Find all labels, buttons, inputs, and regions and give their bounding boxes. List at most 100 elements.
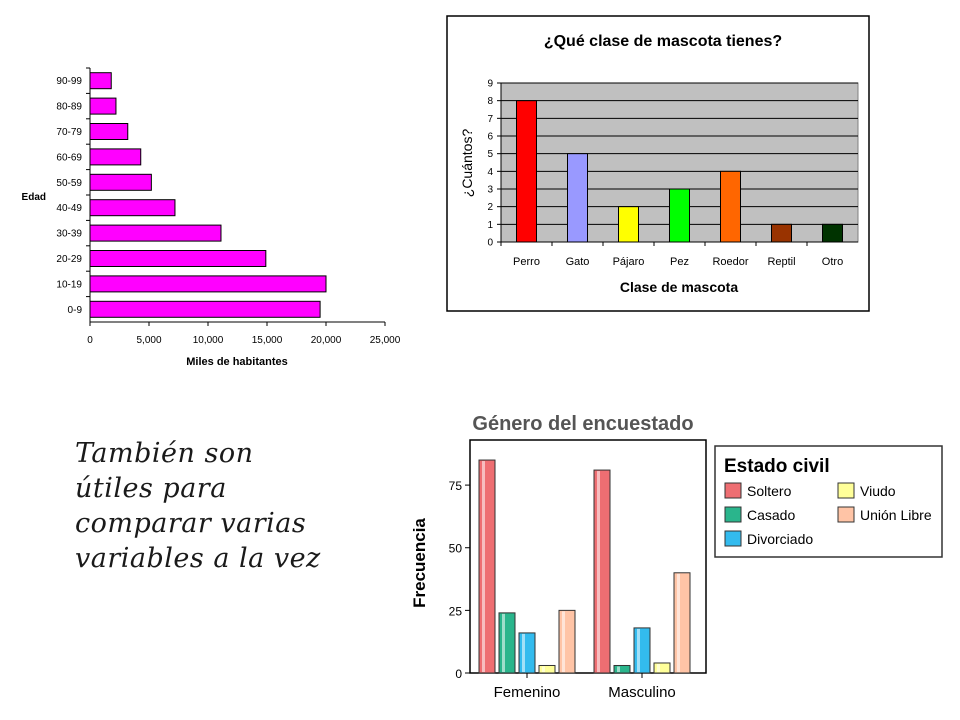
legend-label: Unión Libre — [860, 507, 932, 523]
bar-highlight — [562, 611, 565, 672]
bar-highlight — [522, 633, 525, 672]
bar-Reptil — [771, 223, 792, 243]
y-tick-label: 40-49 — [56, 203, 82, 214]
bar-40-49 — [89, 199, 176, 217]
x-tick-label: Gato — [566, 256, 590, 268]
bar-highlight — [617, 666, 620, 672]
y-tick-label: 50 — [449, 542, 463, 556]
y-tick-label: 8 — [487, 96, 493, 107]
x-axis-title: Miles de habitantes — [186, 356, 287, 368]
y-tick-label: 5 — [487, 149, 493, 160]
legend-swatch-Casado — [724, 506, 742, 523]
bar-Masculino-Unión Libre — [673, 572, 691, 674]
legend-label: Casado — [747, 507, 795, 523]
x-tick-label: 20,000 — [311, 335, 342, 346]
legend-title: Estado civil — [724, 456, 830, 477]
chart-title: Género del encuestado — [472, 413, 693, 435]
x-tick-label: Reptil — [767, 256, 795, 268]
x-tick-label: 0 — [87, 335, 93, 346]
legend-box — [714, 445, 943, 558]
bar-Femenino-Viudo — [538, 664, 556, 674]
bar-highlight — [502, 613, 505, 672]
x-tick-label: Roedor — [712, 256, 748, 268]
bar-Otro — [822, 223, 843, 243]
bar-Perro — [516, 100, 537, 243]
bar-Femenino-Soltero — [478, 459, 496, 674]
bar-highlight — [597, 471, 600, 672]
bar-Pez — [669, 188, 690, 243]
bar-highlight — [677, 573, 680, 672]
y-tick-label: 9 — [487, 79, 493, 90]
y-tick-label: 25 — [449, 604, 463, 618]
x-tick-label: Femenino — [494, 684, 561, 701]
legend-label: Soltero — [747, 483, 792, 499]
y-tick-label: 30-39 — [56, 229, 82, 240]
bar-20-29 — [89, 250, 267, 267]
bar-80-89 — [89, 97, 117, 115]
bar-0-9 — [89, 300, 321, 318]
bar-Masculino-Viudo — [653, 662, 671, 674]
y-tick-label: 6 — [487, 132, 493, 143]
bar-10-19 — [89, 275, 327, 293]
y-tick-label: 90-99 — [56, 76, 82, 87]
bar-highlight — [637, 628, 640, 672]
y-tick-label: 2 — [487, 202, 493, 213]
x-tick-label: 10,000 — [193, 335, 224, 346]
y-tick-label: 0 — [455, 667, 462, 681]
bar-Femenino-Unión Libre — [558, 609, 576, 674]
caption-text: También son útiles para comparar varias … — [75, 436, 375, 576]
y-tick-label: 10-19 — [56, 279, 82, 290]
gender-chart: Género del encuestado 0 25 50 75 Femenino Masc… — [410, 413, 943, 701]
y-tick-label: 50-59 — [56, 178, 82, 189]
x-tick-label: Otro — [822, 256, 843, 268]
y-tick-label: 0 — [487, 238, 493, 249]
bar-Femenino-Casado — [498, 612, 516, 674]
y-tick-label: 70-79 — [56, 127, 82, 138]
y-tick-label: 20-29 — [56, 254, 82, 265]
bar-50-59 — [89, 173, 152, 191]
legend-swatch-Viudo — [837, 482, 855, 499]
pet-chart: ¿Qué clase de mascota tienes? 0 1 2 3 4 5 6 7 8 9 P… — [446, 15, 870, 312]
x-tick-label: Masculino — [608, 684, 676, 701]
age-population-chart: 0-9 10-19 20-29 30-39 40-49 50-59 60-69 70-79 80… — [22, 67, 401, 368]
x-tick-label: 15,000 — [252, 335, 283, 346]
caption-line-3: comparar varias — [75, 508, 307, 539]
y-tick-label: 80-89 — [56, 102, 82, 113]
y-axis-title: Frecuencia — [410, 518, 429, 608]
legend-swatch-Divorciado — [724, 530, 742, 547]
x-tick-label: 5,000 — [136, 335, 161, 346]
bar-Femenino-Divorciado — [518, 632, 536, 674]
x-tick-label: Pájaro — [613, 256, 645, 268]
caption-line-1: También son — [75, 438, 254, 469]
y-tick-label: 1 — [487, 220, 493, 231]
bar-highlight — [542, 666, 545, 672]
x-tick-label: Pez — [670, 256, 689, 268]
y-tick-label: 75 — [449, 479, 463, 493]
x-tick-label: 25,000 — [370, 335, 401, 346]
bar-Pájaro — [618, 206, 639, 243]
legend-label: Viudo — [860, 483, 896, 499]
caption-line-4: variables a la vez — [75, 543, 321, 574]
y-axis-title: Edad — [22, 192, 46, 203]
y-tick-label: 60-69 — [56, 152, 82, 163]
y-tick-label: 3 — [487, 185, 493, 196]
y-axis-title: ¿Cuántos? — [459, 129, 475, 198]
bar-Roedor — [720, 170, 741, 243]
bar-60-69 — [89, 148, 142, 166]
legend-swatch-Unión Libre — [837, 506, 855, 523]
legend-label: Divorciado — [747, 531, 813, 547]
bar-70-79 — [89, 123, 129, 140]
bar-Masculino-Divorciado — [633, 627, 651, 674]
y-tick-label: 4 — [487, 167, 493, 178]
chart-title: ¿Qué clase de mascota tienes? — [544, 33, 782, 50]
y-tick-label: 7 — [487, 114, 493, 125]
caption-line-2: útiles para — [75, 473, 227, 504]
x-tick-label: Perro — [513, 256, 540, 268]
bar-highlight — [657, 663, 660, 672]
bar-Masculino-Soltero — [593, 469, 611, 674]
x-axis-title: Clase de mascota — [620, 279, 738, 295]
bar-30-39 — [89, 224, 222, 242]
bar-highlight — [482, 461, 485, 672]
y-tick-label: 0-9 — [68, 305, 83, 316]
